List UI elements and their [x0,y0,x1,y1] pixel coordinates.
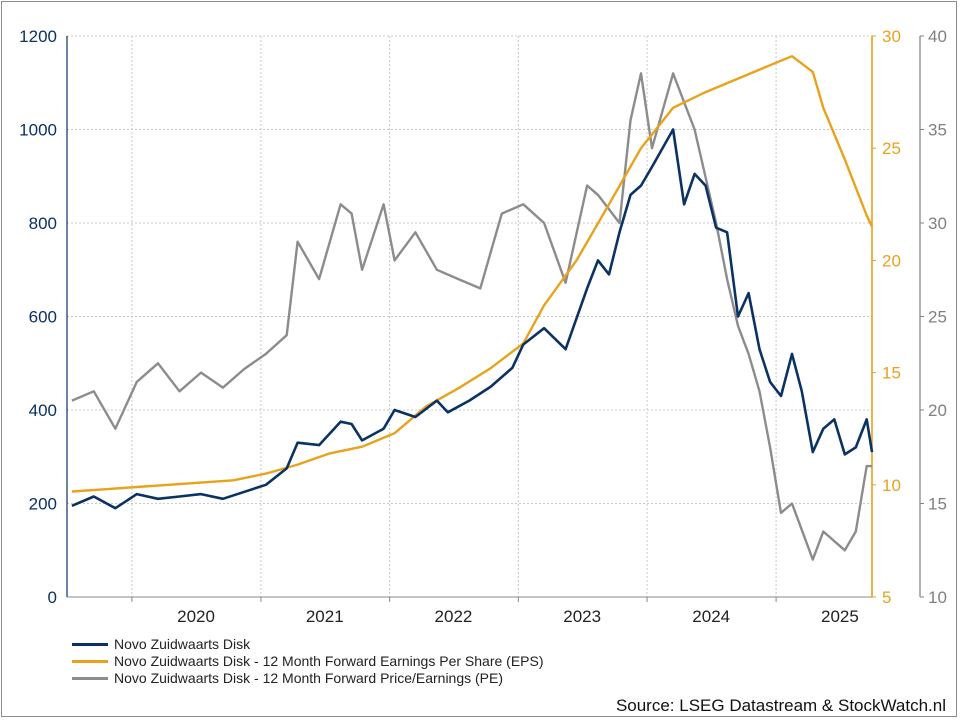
x-axis-tick-label: 2024 [692,607,730,626]
series-line-pe [71,72,872,561]
right-outer-axis-tick-label: 15 [928,495,947,514]
source-note: Source: LSEG Datastream & StockWatch.nl [615,696,946,715]
series-line-price [71,128,874,510]
legend-label-eps: Novo Zuidwaarts Disk - 12 Month Forward … [114,653,544,669]
x-axis-tick-label: 2021 [306,607,344,626]
legend-swatch-price [72,642,108,646]
legend-item-pe: Novo Zuidwaarts Disk - 12 Month Forward … [72,670,544,686]
left-axis-tick-label: 1000 [19,121,57,140]
legend-item-price: Novo Zuidwaarts Disk [72,636,544,652]
legend-swatch-pe [72,676,108,680]
right-outer-axis-tick-label: 40 [928,27,947,46]
x-axis-tick-label: 2023 [563,607,601,626]
x-axis-tick-label: 2025 [821,607,859,626]
left-axis-tick-label: 600 [29,308,57,327]
left-axis-tick-label: 800 [29,214,57,233]
left-axis-tick-label: 200 [29,495,57,514]
x-axis-tick-label: 2020 [177,607,215,626]
right-inner-axis-tick-label: 20 [882,251,901,270]
legend-label-pe: Novo Zuidwaarts Disk - 12 Month Forward … [114,670,504,686]
left-axis-tick-label: 1200 [19,27,57,46]
x-axis-tick-label: 2022 [435,607,473,626]
legend-item-eps: Novo Zuidwaarts Disk - 12 Month Forward … [72,653,544,669]
right-inner-axis-tick-label: 15 [882,364,901,383]
right-outer-axis-tick-label: 30 [928,214,947,233]
right-outer-axis-tick-label: 10 [928,588,947,607]
right-inner-axis-tick-label: 30 [882,27,901,46]
right-inner-axis-tick-label: 5 [882,588,891,607]
right-inner-axis-tick-label: 25 [882,139,901,158]
legend-swatch-eps [72,659,108,663]
series-line-eps [71,55,874,493]
right-outer-axis-tick-label: 25 [928,308,947,327]
left-axis-tick-label: 400 [29,401,57,420]
legend-label-price: Novo Zuidwaarts Disk [114,636,251,652]
left-axis-tick-label: 0 [48,588,57,607]
legend: Novo Zuidwaarts Disk Novo Zuidwaarts Dis… [72,636,544,687]
right-outer-axis-tick-label: 20 [928,401,947,420]
right-outer-axis-tick-label: 35 [928,121,947,140]
right-inner-axis-tick-label: 10 [882,476,901,495]
